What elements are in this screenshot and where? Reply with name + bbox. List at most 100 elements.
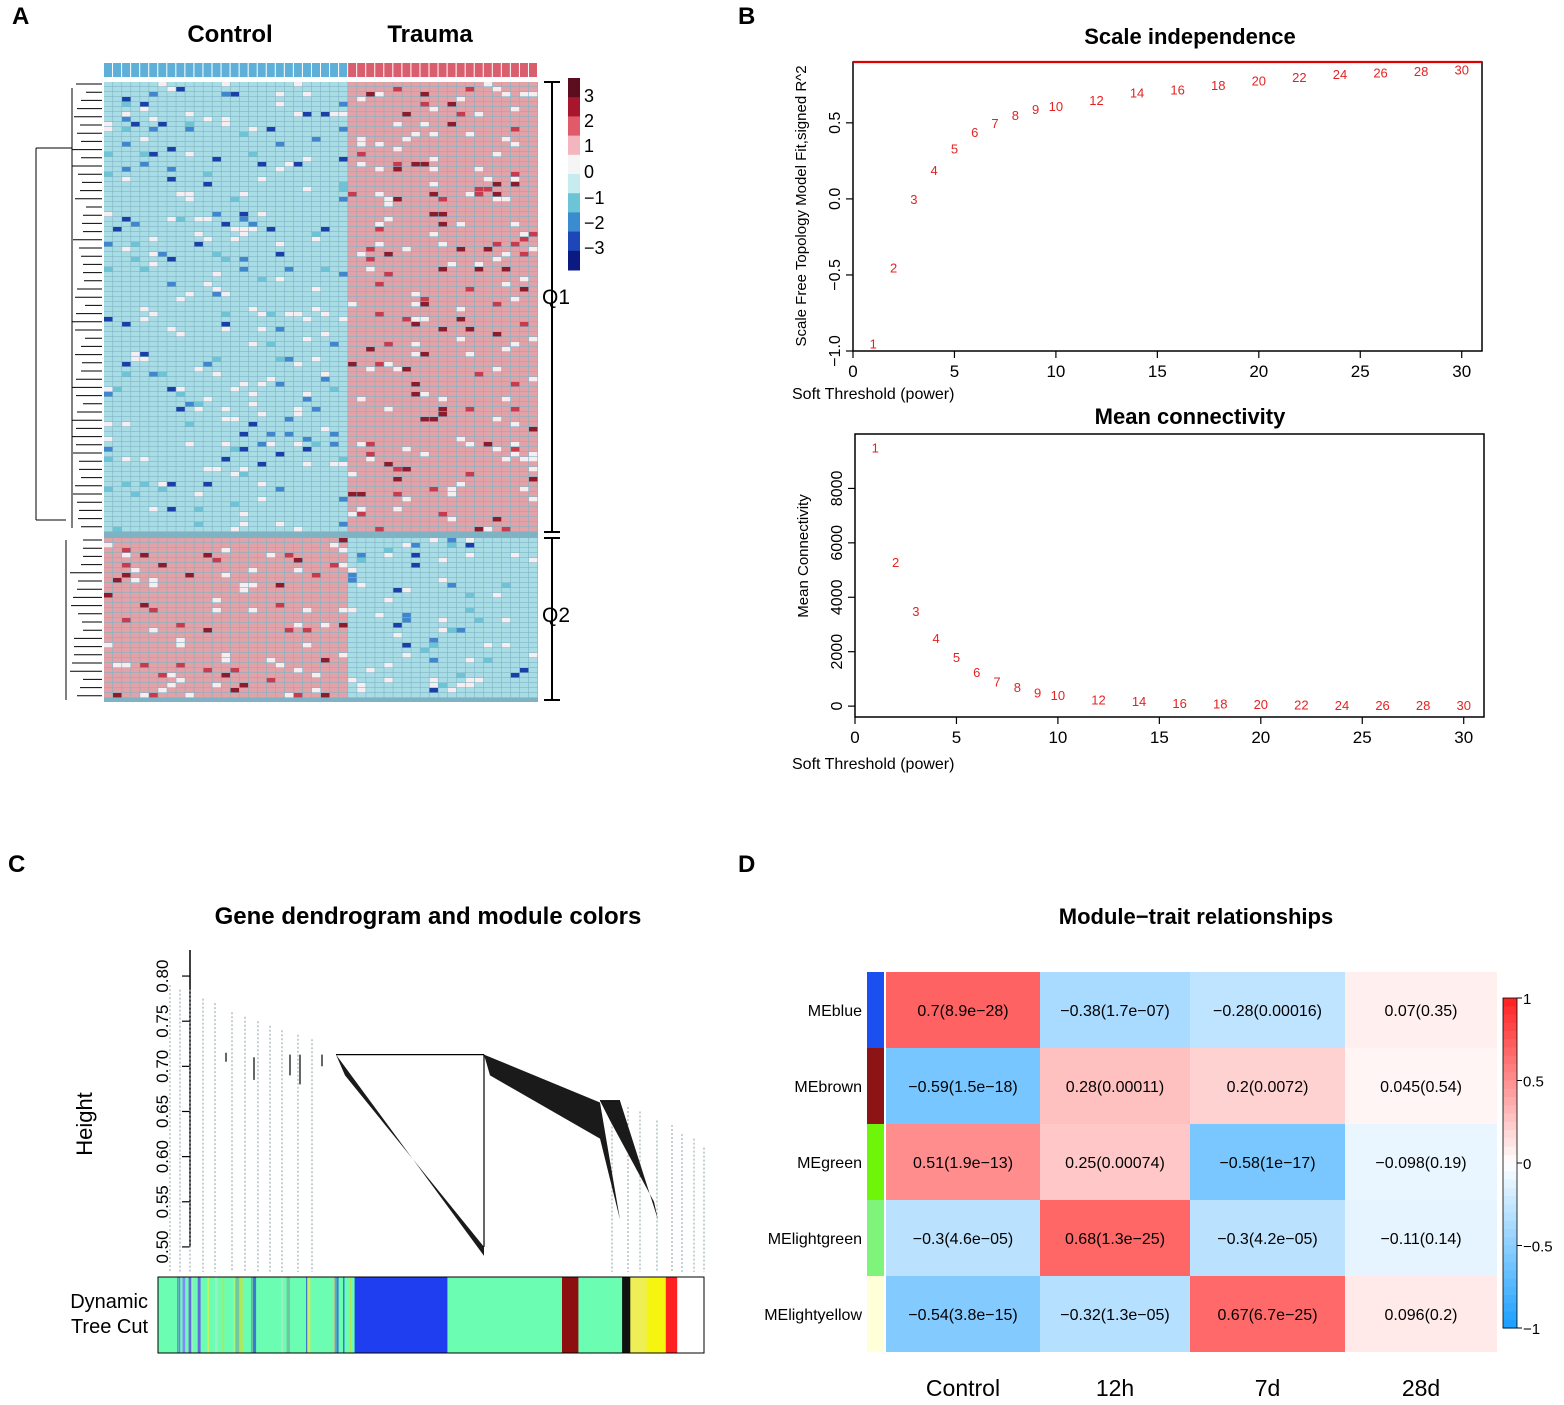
heatmap-cell <box>402 157 411 162</box>
heatmap-cell <box>185 127 194 132</box>
heatmap-cell <box>113 312 122 317</box>
heatmap-cell <box>357 407 366 412</box>
heatmap-cell <box>348 182 357 187</box>
heatmap-cell <box>348 442 357 447</box>
heatmap-cell <box>212 307 221 312</box>
heatmap-cell <box>212 342 221 347</box>
heatmap-cell <box>357 227 366 232</box>
heatmap-cell <box>348 432 357 437</box>
heatmap-cell <box>456 462 466 467</box>
heatmap-cell <box>447 548 457 553</box>
heatmap-cell <box>239 297 249 302</box>
heatmap-cell <box>266 417 276 422</box>
heatmap-cell <box>348 452 357 457</box>
heatmap-cell <box>384 347 393 352</box>
heatmap-cell <box>239 257 249 262</box>
heatmap-cell <box>411 452 420 457</box>
heatmap-cell <box>158 277 167 282</box>
heatmap-cell <box>140 177 149 182</box>
heatmap-cell <box>275 277 285 282</box>
heatmap-cell <box>447 202 457 207</box>
heatmap-cell <box>275 252 285 257</box>
heatmap-cell <box>257 487 267 492</box>
heatmap-cell <box>239 377 249 382</box>
heatmap-cell <box>438 107 447 112</box>
heatmap-cell <box>221 517 230 522</box>
heatmap-cell <box>384 327 393 332</box>
heatmap-cell <box>474 337 484 342</box>
heatmap-cell <box>212 302 221 307</box>
heatmap-cell <box>519 197 529 202</box>
heatmap-cell <box>393 402 402 407</box>
heatmap-cell <box>158 322 167 327</box>
heatmap-cell <box>483 97 493 102</box>
heatmap-cell <box>113 302 122 307</box>
heatmap-cell <box>519 277 529 282</box>
heatmap-cell <box>122 132 131 137</box>
heatmap-cell <box>402 152 411 157</box>
heatmap-cell <box>257 512 267 517</box>
heatmap-cell <box>465 407 475 412</box>
heatmap-cell <box>519 262 529 267</box>
heatmap-cell <box>420 578 429 583</box>
heatmap-cell <box>158 87 167 92</box>
heatmap-cell <box>510 102 520 107</box>
heatmap-cell <box>330 527 339 532</box>
heatmap-cell <box>474 252 484 257</box>
heatmap-cell <box>140 272 149 277</box>
heatmap-cell <box>230 347 240 352</box>
heatmap-cell <box>492 312 502 317</box>
heatmap-cell <box>194 137 203 142</box>
heatmap-cell <box>230 127 240 132</box>
heatmap-cell <box>510 497 520 502</box>
heatmap-cell <box>321 87 330 92</box>
heatmap-cell <box>266 257 276 262</box>
heatmap-cell <box>465 327 475 332</box>
heatmap-cell <box>194 202 203 207</box>
heatmap-cell <box>447 317 457 322</box>
heatmap-cell <box>330 427 339 432</box>
heatmap-cell <box>492 442 502 447</box>
heatmap-cell <box>456 548 466 553</box>
heatmap-cell <box>113 157 122 162</box>
heatmap-cell <box>456 162 466 167</box>
heatmap-cell <box>465 227 475 232</box>
heatmap-cell <box>275 317 285 322</box>
heatmap-cell <box>167 152 176 157</box>
heatmap-cell <box>465 262 475 267</box>
annotation-cell-trauma <box>528 63 537 77</box>
heatmap-cell <box>167 242 176 247</box>
heatmap-cell <box>375 467 384 472</box>
heatmap-cell <box>176 472 185 477</box>
heatmap-cell <box>302 512 312 517</box>
heatmap-cell <box>321 462 330 467</box>
annotation-cell-control <box>104 63 113 77</box>
heatmap-cell <box>167 257 176 262</box>
heatmap-cell <box>284 132 294 137</box>
heatmap-cell <box>176 462 185 467</box>
heatmap-cell <box>456 382 466 387</box>
heatmap-cell <box>375 157 384 162</box>
heatmap-cell <box>257 502 267 507</box>
heatmap-cell <box>176 192 185 197</box>
heatmap-cell <box>203 227 212 232</box>
heatmap-cell <box>465 157 475 162</box>
heatmap-cell <box>420 432 429 437</box>
heatmap-cell <box>275 502 285 507</box>
heatmap-cell <box>266 362 276 367</box>
heatmap-cell <box>357 267 366 272</box>
heatmap-cell <box>176 422 185 427</box>
heatmap-cell <box>122 457 131 462</box>
heatmap-cell <box>131 462 140 467</box>
heatmap-cell <box>239 252 249 257</box>
heatmap-cell <box>149 217 158 222</box>
heatmap-cell <box>411 247 420 252</box>
heatmap-cell <box>366 247 375 252</box>
heatmap-cell <box>293 142 303 147</box>
heatmap-cell <box>230 377 240 382</box>
heatmap-cell <box>239 497 249 502</box>
heatmap-cell <box>357 502 366 507</box>
heatmap-cell <box>275 598 285 603</box>
heatmap-cell <box>176 187 185 192</box>
heatmap-cell <box>330 197 339 202</box>
